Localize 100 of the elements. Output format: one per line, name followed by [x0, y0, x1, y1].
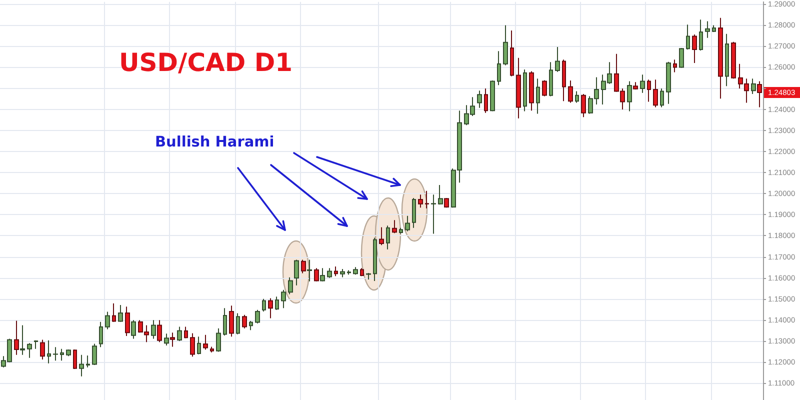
candlestick [529, 70, 534, 112]
candlestick [73, 348, 77, 370]
candlestick [86, 355, 90, 368]
candlestick [757, 80, 762, 108]
candlestick [568, 80, 573, 104]
candlestick [379, 226, 384, 246]
candlestick [412, 198, 416, 228]
candlestick [751, 78, 756, 94]
candlestick [79, 354, 84, 377]
candlestick [699, 19, 703, 52]
candlestick [92, 343, 97, 366]
candlestick [151, 320, 156, 340]
candlestick [640, 74, 645, 94]
candlestick [575, 90, 579, 104]
candlestick [353, 266, 358, 276]
candlestick [20, 324, 25, 356]
candlestick [418, 194, 423, 208]
candlestick [731, 41, 736, 80]
candlestick [679, 48, 684, 68]
candlestick [340, 268, 345, 278]
candlestick [633, 82, 638, 90]
candlestick [275, 296, 279, 310]
candlestick [131, 320, 136, 340]
candlestick [581, 93, 586, 118]
candlestick [184, 326, 188, 339]
candlestick [503, 24, 508, 66]
candlestick [477, 90, 482, 108]
candlestick [170, 332, 175, 348]
candlestick [105, 311, 110, 330]
candlestick [653, 79, 658, 108]
candlestick [673, 59, 677, 73]
candlestick [334, 266, 338, 277]
candlestick [627, 80, 632, 112]
candlestick [40, 339, 45, 360]
text: USD/CAD D1 [119, 48, 292, 77]
candlestick [366, 272, 371, 280]
candlestick [294, 259, 299, 286]
candlestick [712, 24, 716, 33]
candlestick [190, 332, 195, 358]
candlestick [177, 326, 182, 342]
candlestick [112, 302, 116, 322]
candlestick [34, 340, 38, 350]
candlestick [249, 320, 253, 331]
candlestick [223, 308, 227, 336]
candlestick [210, 346, 214, 353]
candlestick [307, 259, 312, 282]
candlestick [268, 298, 273, 319]
candlestick [705, 20, 710, 38]
candlestick [555, 46, 560, 72]
candlestick [647, 79, 651, 102]
candlestick [164, 333, 169, 346]
candlestick [14, 320, 19, 356]
candlestick [666, 61, 671, 104]
candlestick [718, 17, 723, 100]
candlestick [262, 298, 266, 312]
candlestick [53, 346, 58, 362]
candlestick [725, 33, 729, 87]
candlestick [549, 62, 553, 97]
candlestick [197, 336, 201, 355]
candlestick [386, 225, 390, 250]
candlestick [360, 268, 364, 277]
candlestick [118, 304, 123, 322]
candlestick [399, 227, 403, 234]
candlestick [60, 348, 64, 362]
candlestick [490, 80, 495, 112]
candlestick [255, 309, 260, 324]
candlestick [523, 69, 527, 112]
candlestick [516, 57, 521, 119]
candlestick [692, 34, 697, 64]
candlestick [686, 24, 690, 50]
candlestick [444, 198, 449, 208]
candlestick [392, 220, 397, 234]
candlestick [99, 321, 103, 348]
candlestick [373, 237, 377, 282]
candlestick [484, 88, 488, 114]
candlestick [229, 305, 234, 338]
candlestick [438, 184, 443, 206]
candlestick [320, 268, 325, 282]
candlestick [301, 259, 306, 274]
candlestick [327, 268, 332, 278]
candlestick [536, 78, 540, 114]
candlestick [497, 50, 501, 86]
candlestick [157, 320, 162, 343]
candlestick [660, 88, 664, 108]
candlestick [125, 306, 130, 336]
annotation: Bullish Harami [155, 134, 274, 150]
candlestick [425, 190, 429, 209]
candlestick [542, 80, 547, 97]
candlestick [405, 215, 410, 232]
candlestick [203, 334, 208, 350]
candlestick [236, 312, 240, 335]
candlestick [510, 30, 514, 77]
candlestick [562, 59, 566, 102]
candlestick [47, 340, 51, 364]
candlestick [242, 314, 247, 329]
candlestick [281, 289, 286, 309]
candlestick [347, 270, 351, 276]
candlestick [288, 276, 293, 295]
candlestick [314, 268, 319, 282]
candlestick [66, 348, 71, 357]
